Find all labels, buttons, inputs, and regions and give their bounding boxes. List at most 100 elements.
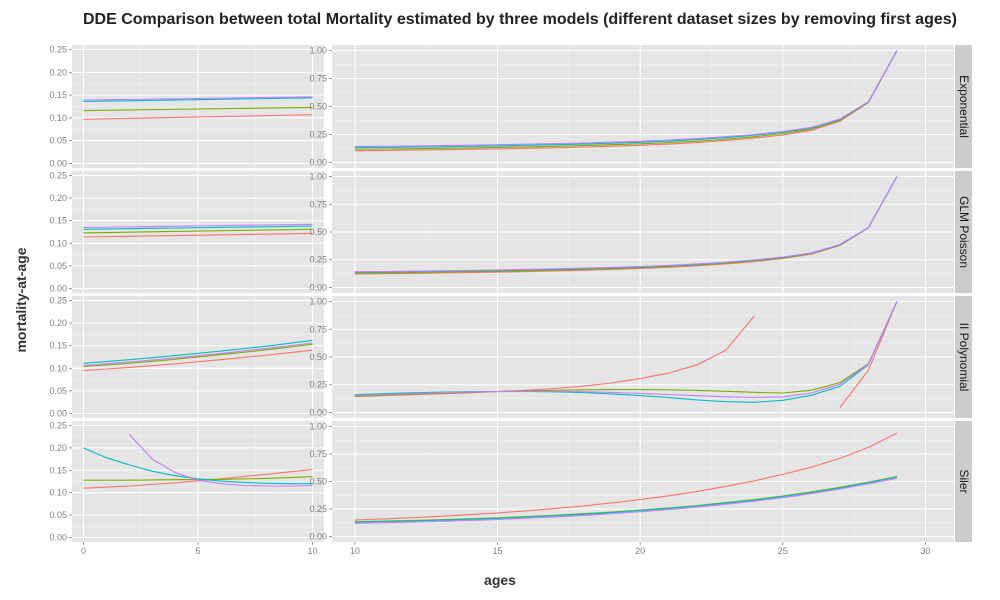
y-tick-label: 0.25 — [309, 504, 327, 514]
y-tick-label: 0.75 — [309, 74, 327, 84]
y-tick-label: 0.05 — [49, 261, 67, 271]
series-line — [354, 301, 898, 399]
y-tick-label: 0.75 — [309, 324, 327, 334]
facet-strip — [955, 421, 972, 542]
series-line — [354, 50, 898, 149]
panel-left-row-0: 0.00 0.05 0.10 0.15 0.20 0.25 — [49, 45, 324, 168]
y-tick-label: 0.05 — [49, 136, 67, 146]
series-line — [83, 447, 313, 485]
y-tick-label: 0.00 — [309, 157, 327, 167]
y-tick-label: 0.25 — [49, 171, 67, 181]
y-tick-label: 0.00 — [49, 283, 67, 293]
facet-strip — [955, 296, 972, 418]
x-axis-title: ages — [484, 572, 516, 588]
facet-strip — [955, 45, 972, 168]
panel-right-row-0: 0.00 0.25 0.50 0.75 1.00 — [309, 45, 954, 168]
y-tick-label: 1.00 — [309, 46, 327, 56]
panel-left-row-2: 0.00 0.05 0.10 0.15 0.20 0.25 — [49, 296, 324, 418]
series-line — [839, 301, 898, 408]
y-tick-label: 0.20 — [49, 67, 67, 77]
series-line — [83, 342, 313, 367]
facet-panels: 0.00 0.05 0.10 0.15 0.20 0.25 0.00 0.25 0.50 0.75… — [49, 45, 972, 556]
series-line — [83, 225, 313, 230]
series-line — [354, 50, 898, 150]
y-tick-label: 0.25 — [49, 45, 67, 55]
series-line — [354, 176, 898, 273]
y-tick-label: 1.00 — [309, 297, 327, 307]
y-tick-label: 0.50 — [309, 352, 327, 362]
y-tick-label: 0.50 — [309, 102, 327, 112]
series-line — [83, 343, 313, 368]
chart-title: DDE Comparison between total Mortality e… — [83, 11, 957, 28]
y-tick-label: 0.00 — [49, 158, 67, 168]
y-tick-label: 0.10 — [49, 363, 67, 373]
y-tick-label: 0.10 — [49, 113, 67, 123]
series-line — [354, 50, 898, 152]
series-line — [83, 468, 313, 489]
y-tick-label: 0.75 — [309, 449, 327, 459]
y-tick-label: 0.20 — [49, 193, 67, 203]
series-line — [83, 339, 313, 364]
x-tick-label: 10 — [308, 546, 318, 556]
series-line — [83, 97, 313, 103]
y-tick-label: 0.15 — [49, 216, 67, 226]
y-tick-label: 0.25 — [309, 129, 327, 139]
series-line — [83, 349, 313, 372]
y-tick-label: 0.00 — [309, 407, 327, 417]
panel-right-row-1: 0.00 0.25 0.50 0.75 1.00 — [309, 171, 954, 293]
x-tick-label: 25 — [778, 546, 788, 556]
series-line — [83, 476, 313, 481]
y-tick-label: 0.00 — [49, 408, 67, 418]
y-tick-label: 0.25 — [49, 296, 67, 306]
facet-strip-label: GLM Poisson — [957, 196, 971, 268]
series-line — [83, 114, 313, 120]
x-tick-label: 5 — [195, 546, 200, 556]
series-line — [83, 223, 313, 229]
y-tick-label: 0.10 — [49, 488, 67, 498]
x-tick-label: 30 — [920, 546, 930, 556]
y-tick-label: 0.00 — [309, 532, 327, 542]
series-line — [83, 96, 313, 101]
y-tick-label: 0.05 — [49, 510, 67, 520]
y-tick-label: 0.20 — [49, 318, 67, 328]
y-tick-label: 0.15 — [49, 341, 67, 351]
y-axis-title: mortality-at-age — [13, 247, 29, 352]
series-line — [354, 176, 898, 275]
series-line — [83, 106, 313, 112]
series-line — [354, 476, 898, 523]
x-tick-label: 15 — [492, 546, 502, 556]
panel-left-row-3: 0.00 0.05 0.10 0.15 0.20 0.25 0 5 10 — [49, 420, 324, 556]
series-line — [83, 232, 313, 238]
series-line — [128, 434, 313, 487]
y-tick-label: 0.20 — [49, 443, 67, 453]
y-tick-label: 0.10 — [49, 238, 67, 248]
y-tick-label: 0.15 — [49, 90, 67, 100]
series-line — [354, 477, 898, 524]
y-tick-label: 0.00 — [309, 282, 327, 292]
y-tick-label: 0.50 — [309, 477, 327, 487]
y-tick-label: 0.25 — [49, 420, 67, 430]
x-tick-label: 20 — [635, 546, 645, 556]
panel-right-row-3: 0.00 0.25 0.50 0.75 1.00 10 15 20 25 30 — [309, 421, 954, 556]
x-tick-label: 0 — [81, 546, 86, 556]
y-tick-label: 0.75 — [309, 199, 327, 209]
panel-right-row-2: 0.00 0.25 0.50 0.75 1.00 — [309, 296, 954, 418]
y-tick-label: 0.05 — [49, 386, 67, 396]
series-line — [83, 228, 313, 234]
facet-strip-label: Siler — [957, 469, 971, 493]
y-tick-label: 0.00 — [49, 533, 67, 543]
x-tick-label: 10 — [350, 546, 360, 556]
facet-strip-label: Exponential — [957, 75, 971, 138]
y-tick-label: 0.50 — [309, 227, 327, 237]
y-tick-label: 0.15 — [49, 465, 67, 475]
panel-left-row-1: 0.00 0.05 0.10 0.15 0.20 0.25 — [49, 171, 324, 293]
y-tick-label: 0.25 — [309, 380, 327, 390]
y-tick-label: 0.25 — [309, 255, 327, 265]
y-tick-label: 1.00 — [309, 172, 327, 182]
series-line — [354, 50, 898, 148]
y-tick-label: 1.00 — [309, 422, 327, 432]
series-line — [354, 432, 898, 521]
facet-strip-label: II Polynomial — [957, 323, 971, 392]
facet-strip — [955, 171, 972, 293]
